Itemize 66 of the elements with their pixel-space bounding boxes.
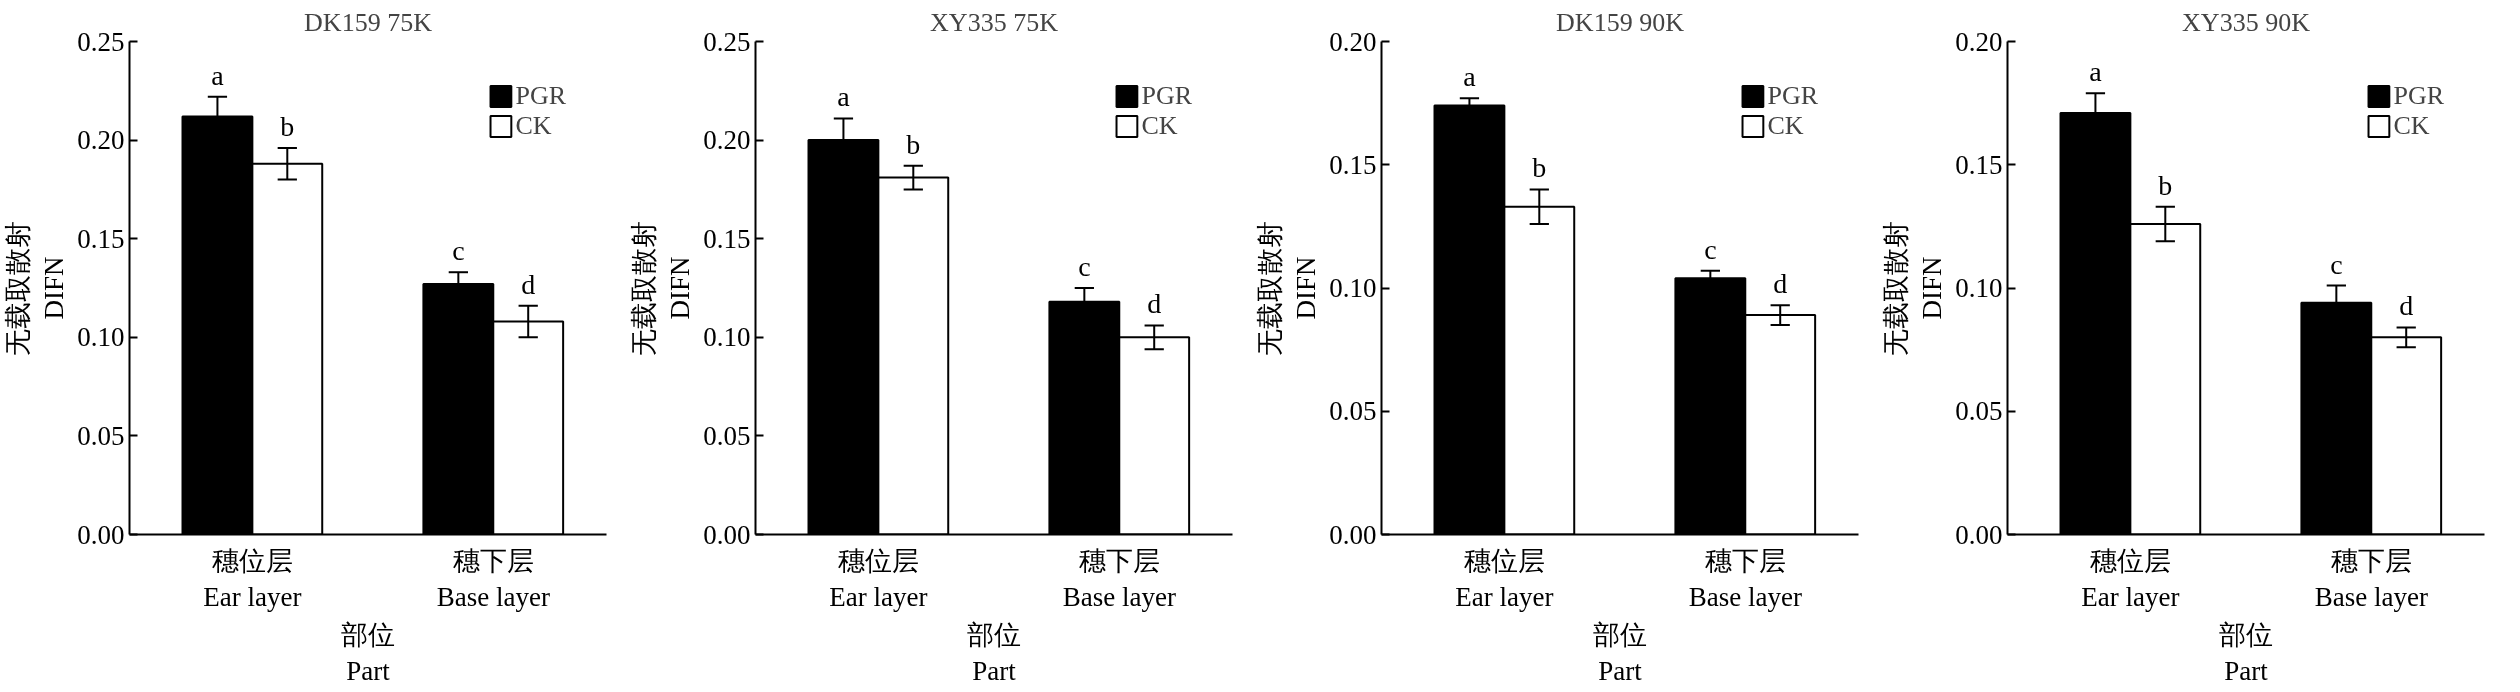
x-tick-label: 穗下层 Base layer [2314, 545, 2428, 612]
y-tick-label: 0.15 [1329, 149, 1377, 180]
data-label: b [280, 110, 295, 142]
y-axis-title: 无载取散射 DIFN [1255, 220, 1322, 356]
y-tick-label: 0.05 [77, 420, 125, 451]
x-axis-title: 部位 Part [967, 619, 1021, 686]
legend-label: CK [1767, 111, 1804, 141]
legend-label: PGR [2393, 81, 2444, 111]
data-label: a [1463, 61, 1477, 93]
x-tick-label: 穗位层 Ear layer [2081, 545, 2180, 612]
data-label: c [2330, 248, 2343, 280]
x-tick-label: 穗下层 Base layer [436, 545, 550, 612]
y-axis-title: 无载取散射 DIFN [3, 220, 70, 356]
data-label: d [521, 268, 536, 300]
y-tick-label: 0.20 [77, 125, 125, 156]
x-tick-label: 穗位层 Ear layer [203, 545, 302, 612]
y-tick-label: 0.10 [1329, 273, 1377, 303]
data-label: b [1532, 152, 1547, 184]
y-tick-label: 0.00 [77, 519, 125, 550]
x-axis-title: 部位 Part [2219, 619, 2273, 686]
y-axis-title: 无载取散射 DIFN [1881, 220, 1948, 356]
data-label: a [2089, 56, 2103, 88]
data-label: a [211, 59, 225, 91]
data-label: b [2158, 169, 2173, 201]
y-tick-label: 0.00 [703, 519, 751, 550]
legend-label: CK [515, 111, 552, 141]
legend-label: PGR [1141, 81, 1192, 111]
legend-label: CK [1141, 111, 1178, 141]
y-tick-label: 0.20 [1955, 26, 2003, 57]
x-tick-label: 穗下层 Base layer [1062, 545, 1176, 612]
data-label: c [452, 235, 465, 267]
y-tick-label: 0.20 [703, 125, 751, 156]
y-tick-label: 0.00 [1955, 519, 2003, 550]
chart-title: DK159 90K [1556, 7, 1685, 37]
chart-title: XY335 75K [930, 7, 1059, 37]
y-axis-title: 无载取散射 DIFN [629, 220, 696, 356]
x-axis-title: 部位 Part [1593, 619, 1647, 686]
y-tick-label: 0.25 [703, 26, 751, 57]
legend-label: PGR [515, 81, 566, 111]
data-label: c [1078, 251, 1091, 282]
x-axis-title: 部位 Part [341, 619, 395, 686]
y-tick-label: 0.05 [703, 420, 751, 451]
y-tick-label: 0.25 [77, 26, 125, 57]
y-tick-label: 0.10 [1955, 273, 2003, 303]
legend-label: CK [2393, 111, 2430, 141]
x-tick-label: 穗下层 Base layer [1688, 545, 1802, 612]
data-label: d [1773, 268, 1788, 300]
y-tick-label: 0.10 [77, 322, 125, 353]
data-label: a [837, 81, 851, 113]
y-tick-label: 0.15 [77, 223, 125, 254]
y-tick-label: 0.10 [703, 322, 751, 353]
y-tick-label: 0.05 [1955, 396, 2003, 427]
y-tick-label: 0.15 [1955, 149, 2003, 180]
data-label: c [1704, 233, 1717, 265]
legend-label: PGR [1767, 81, 1818, 111]
y-tick-label: 0.15 [703, 223, 751, 254]
data-label: d [2399, 290, 2414, 322]
data-label: d [1147, 288, 1162, 320]
y-tick-label: 0.05 [1329, 396, 1377, 427]
chart-title: DK159 75K [304, 7, 433, 37]
y-tick-label: 0.20 [1329, 26, 1377, 57]
data-label: b [906, 128, 921, 160]
x-tick-label: 穗位层 Ear layer [829, 545, 928, 612]
x-tick-label: 穗位层 Ear layer [1455, 545, 1554, 612]
y-tick-label: 0.00 [1329, 519, 1377, 550]
chart-title: XY335 90K [2182, 7, 2311, 37]
